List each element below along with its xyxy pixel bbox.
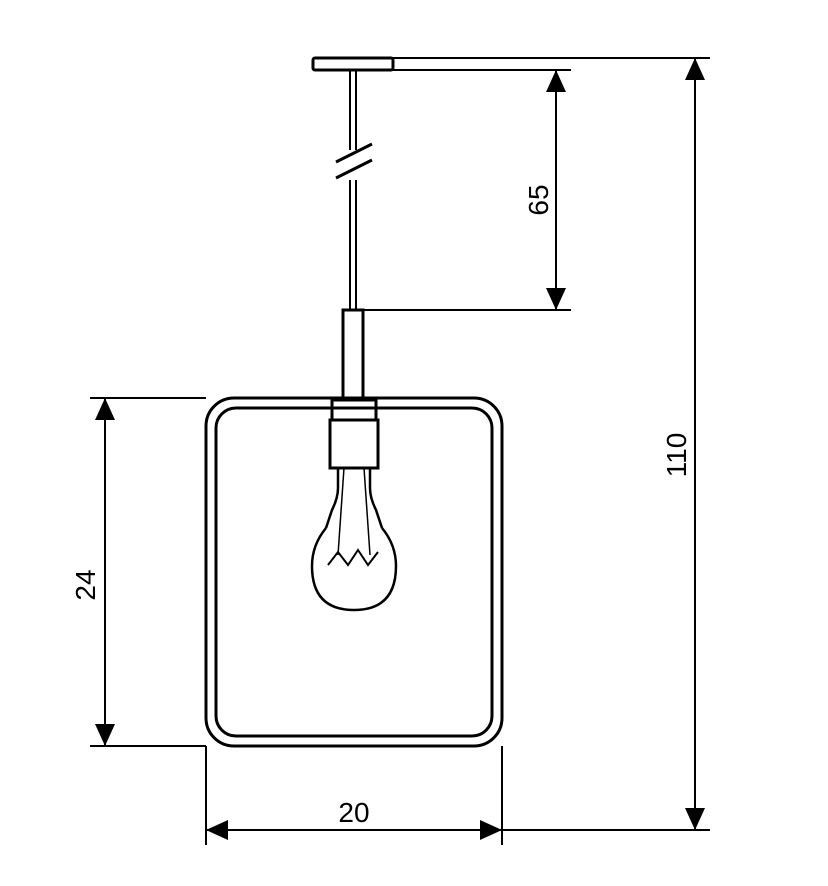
socket [330, 400, 378, 468]
dim-cable-length: 65 [363, 70, 571, 310]
lamp-diagram: 24 20 65 110 [0, 0, 828, 886]
dim-frame-height: 24 [70, 398, 206, 746]
frame-outer [206, 398, 502, 746]
cable [336, 70, 372, 310]
frame-inner [216, 408, 492, 736]
dim-total-height-label: 110 [661, 433, 692, 478]
drawing-canvas: 24 20 65 110 [0, 0, 828, 886]
lamp-body [206, 58, 502, 746]
bulb [312, 468, 396, 610]
dim-frame-width-label: 20 [338, 797, 369, 828]
dim-frame-width: 20 [206, 746, 502, 845]
dim-cable-label: 65 [523, 184, 554, 215]
dim-total-height: 110 [393, 58, 710, 830]
dimensions: 24 20 65 110 [70, 58, 710, 845]
cable-break-mark [336, 160, 372, 178]
tube [343, 310, 363, 400]
dim-frame-height-label: 24 [70, 569, 101, 600]
ceiling-canopy [313, 58, 393, 70]
cable-break-mark [336, 144, 372, 162]
